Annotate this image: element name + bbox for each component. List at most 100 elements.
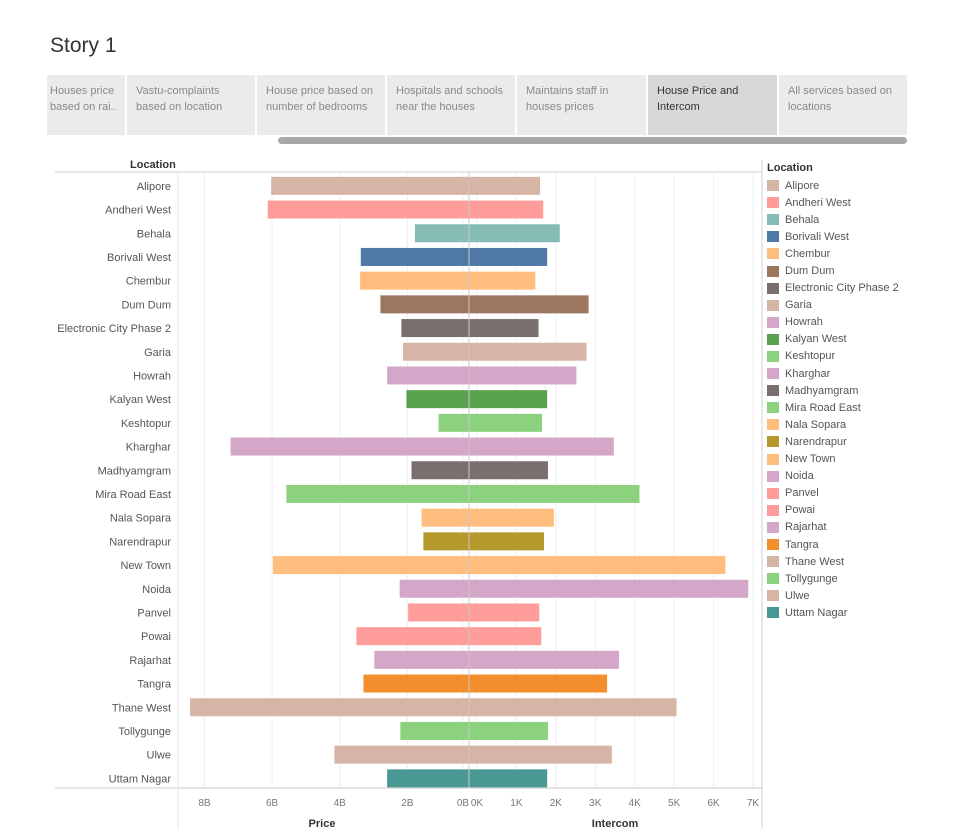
intercom-bar[interactable] — [469, 271, 536, 290]
legend-swatch — [767, 214, 779, 226]
intercom-bar[interactable] — [469, 579, 749, 598]
legend-item[interactable]: Andheri West — [767, 194, 947, 211]
legend-item[interactable]: Kalyan West — [767, 331, 947, 348]
intercom-bar[interactable] — [469, 437, 614, 456]
legend-item[interactable]: Dum Dum — [767, 262, 947, 279]
intercom-bar[interactable] — [469, 508, 554, 527]
legend-item[interactable]: Behala — [767, 211, 947, 228]
legend-item[interactable]: Chembur — [767, 245, 947, 262]
legend-item[interactable]: Noida — [767, 468, 947, 485]
price-bar[interactable] — [272, 556, 469, 575]
legend-item[interactable]: Narendrapur — [767, 433, 947, 450]
intercom-bar[interactable] — [469, 721, 548, 740]
intercom-bar[interactable] — [469, 674, 608, 693]
legend-swatch — [767, 248, 779, 260]
legend-item[interactable]: New Town — [767, 451, 947, 468]
price-bar[interactable] — [399, 579, 469, 598]
price-bar[interactable] — [414, 224, 469, 243]
legend-item[interactable]: Madhyamgram — [767, 382, 947, 399]
legend-item[interactable]: Tollygunge — [767, 570, 947, 587]
intercom-bar[interactable] — [469, 698, 677, 717]
intercom-bar[interactable] — [469, 461, 548, 480]
intercom-bar[interactable] — [469, 224, 560, 243]
legend-swatch — [767, 402, 779, 414]
legend-swatch — [767, 556, 779, 568]
legend-label: Powai — [785, 504, 815, 517]
tab-houses-price-rating[interactable]: Houses price based on rai.. — [47, 75, 125, 135]
legend-item[interactable]: Uttam Nagar — [767, 604, 947, 621]
legend-item[interactable]: Thane West — [767, 553, 947, 570]
legend: Location Alipore Andheri West Behala Boriva… — [767, 162, 947, 621]
price-bar[interactable] — [401, 319, 469, 338]
intercom-bar[interactable] — [469, 295, 589, 314]
price-bar[interactable] — [387, 769, 469, 788]
tab-house-price-bedrooms[interactable]: House price based on number of bedrooms — [257, 75, 385, 135]
intercom-bar[interactable] — [469, 650, 619, 669]
legend-item[interactable]: Electronic City Phase 2 — [767, 280, 947, 297]
price-tick-label: 0B — [457, 798, 470, 809]
legend-item[interactable]: Keshtopur — [767, 348, 947, 365]
legend-item[interactable]: Alipore — [767, 177, 947, 194]
intercom-bar[interactable] — [469, 532, 545, 551]
legend-item[interactable]: Rajarhat — [767, 519, 947, 536]
price-bar[interactable] — [403, 342, 469, 361]
price-bar[interactable] — [271, 176, 469, 195]
category-label: Mira Road East — [95, 489, 171, 501]
legend-label: Behala — [785, 213, 820, 226]
price-bar[interactable] — [374, 650, 469, 669]
legend-label: Narendrapur — [785, 435, 847, 448]
price-bar[interactable] — [286, 484, 469, 503]
intercom-bar[interactable] — [469, 603, 540, 622]
intercom-bar[interactable] — [469, 247, 548, 266]
price-bar[interactable] — [356, 627, 469, 646]
legend-swatch — [767, 607, 779, 619]
intercom-bar[interactable] — [469, 390, 548, 409]
legend-label: Rajarhat — [785, 521, 827, 534]
tab-all-services[interactable]: All services based on locations — [779, 75, 907, 135]
category-label: Powai — [141, 631, 171, 643]
price-bar[interactable] — [190, 698, 469, 717]
intercom-bar[interactable] — [469, 413, 543, 432]
price-bar[interactable] — [363, 674, 469, 693]
legend-item[interactable]: Borivali West — [767, 228, 947, 245]
price-bar[interactable] — [230, 437, 469, 456]
price-bar[interactable] — [267, 200, 469, 219]
intercom-bar[interactable] — [469, 319, 539, 338]
tab-hospitals-schools[interactable]: Hospitals and schools near the houses — [387, 75, 515, 135]
legend-item[interactable]: Nala Sopara — [767, 416, 947, 433]
intercom-bar[interactable] — [469, 200, 544, 219]
intercom-tick-label: 1K — [510, 798, 523, 809]
intercom-bar[interactable] — [469, 484, 640, 503]
story-scrollbar-thumb[interactable] — [278, 137, 907, 144]
price-bar[interactable] — [411, 461, 469, 480]
intercom-bar[interactable] — [469, 176, 541, 195]
intercom-bar[interactable] — [469, 556, 726, 575]
price-bar[interactable] — [400, 721, 469, 740]
price-bar[interactable] — [408, 603, 469, 622]
intercom-bar[interactable] — [469, 769, 548, 788]
intercom-bar[interactable] — [469, 627, 542, 646]
price-bar[interactable] — [421, 508, 469, 527]
legend-item[interactable]: Panvel — [767, 485, 947, 502]
price-bar[interactable] — [380, 295, 469, 314]
tab-house-price-intercom[interactable]: House Price and Intercom — [648, 75, 777, 135]
price-bar[interactable] — [423, 532, 469, 551]
price-bar[interactable] — [360, 271, 469, 290]
intercom-bar[interactable] — [469, 342, 587, 361]
legend-item[interactable]: Tangra — [767, 536, 947, 553]
price-bar[interactable] — [334, 745, 469, 764]
intercom-bar[interactable] — [469, 745, 612, 764]
legend-item[interactable]: Howrah — [767, 314, 947, 331]
tab-maintains-staff[interactable]: Maintains staff in houses prices — [517, 75, 646, 135]
price-bar[interactable] — [438, 413, 469, 432]
price-bar[interactable] — [406, 390, 469, 409]
legend-item[interactable]: Mira Road East — [767, 399, 947, 416]
intercom-bar[interactable] — [469, 366, 577, 385]
legend-item[interactable]: Powai — [767, 502, 947, 519]
legend-item[interactable]: Kharghar — [767, 365, 947, 382]
price-bar[interactable] — [387, 366, 469, 385]
legend-item[interactable]: Ulwe — [767, 587, 947, 604]
price-bar[interactable] — [360, 247, 469, 266]
legend-item[interactable]: Garia — [767, 297, 947, 314]
tab-vastu-complaints[interactable]: Vastu-complaints based on location — [127, 75, 255, 135]
